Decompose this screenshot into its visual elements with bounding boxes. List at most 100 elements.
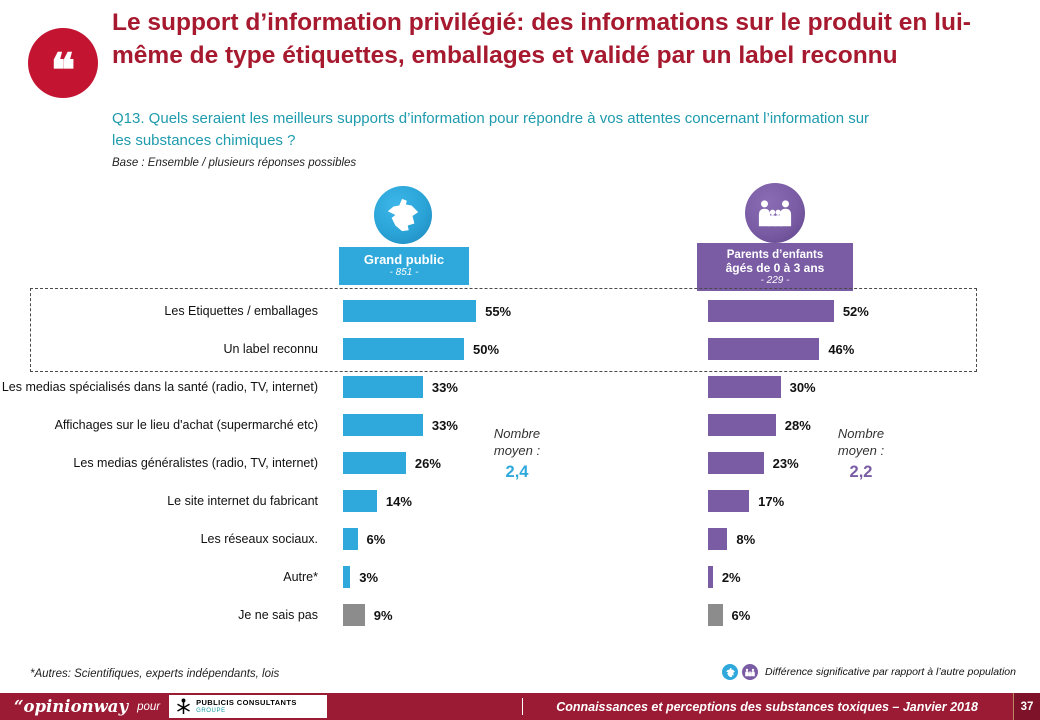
bar-zone-grand-public: 26%	[330, 452, 695, 474]
value-label: 50%	[473, 341, 500, 357]
group-name: Grand public	[363, 252, 445, 267]
bar	[343, 300, 477, 322]
bar	[708, 490, 750, 512]
bar-zone-grand-public: 55%	[330, 300, 695, 322]
bar	[343, 452, 406, 474]
bar	[708, 414, 776, 436]
bar-chart: Les Etiquettes / emballages 55% 52% Un labe…	[0, 288, 1040, 638]
footer-divider	[522, 698, 524, 715]
average-grand-public: Nombre moyen : 2,4	[459, 425, 575, 482]
value-label: 33%	[431, 379, 458, 395]
quote-glyph: ❝	[50, 44, 76, 96]
bar	[708, 528, 728, 550]
family-mini-icon	[745, 668, 755, 676]
france-map-icon	[374, 186, 432, 244]
bar	[708, 300, 834, 322]
footer-caption: Connaissances et perceptions des substan…	[556, 699, 978, 714]
quote-icon: ❝	[28, 28, 98, 98]
category-label: Les réseaux sociaux.	[200, 531, 318, 546]
value-label: 6%	[731, 607, 751, 623]
family-shape	[758, 200, 792, 227]
bar-zone-parents: 6%	[695, 604, 1040, 626]
average-parents: Nombre moyen : 2,2	[803, 425, 919, 482]
value-label: 2%	[721, 569, 741, 585]
category-label: Un label reconnu	[223, 341, 318, 356]
opinionway-logo: “opinionway	[14, 697, 129, 716]
group-name: Parents d’enfants	[726, 248, 824, 261]
page-title: Le support d’information privilégié: des…	[112, 9, 971, 69]
category-label: Affichages sur le lieu d'achat (supermar…	[54, 417, 318, 432]
publicis-name: PUBLICIS CONSULTANTS	[196, 697, 297, 707]
chart-row: Autre* 3% 2%	[0, 558, 1040, 596]
value-label: 9%	[373, 607, 393, 623]
average-value: 2,2	[849, 463, 873, 481]
bar	[343, 528, 358, 550]
bar-zone-grand-public: 33%	[330, 414, 695, 436]
family-icon	[745, 183, 805, 243]
group-base: - 229 -	[760, 274, 790, 286]
average-label: Nombre moyen :	[493, 426, 541, 458]
chart-row: Les medias spécialisés dans la santé (ra…	[0, 368, 1040, 406]
significance-text: Différence significative par rapport à l…	[765, 666, 1016, 678]
bar	[343, 604, 365, 626]
value-label: 28%	[784, 417, 811, 433]
value-label: 8%	[736, 531, 756, 547]
bar-zone-parents: 8%	[695, 528, 1040, 550]
footer-pour: pour	[137, 700, 161, 713]
value-label: 30%	[789, 379, 816, 395]
bar	[708, 566, 713, 588]
significance-note: Différence significative par rapport à l…	[722, 664, 1016, 680]
bar	[708, 604, 723, 626]
value-label: 52%	[842, 303, 869, 319]
publicis-sub: GROUPE	[196, 708, 226, 715]
bar-zone-parents: 17%	[695, 490, 1040, 512]
category-label: Le site internet du fabricant	[167, 493, 318, 508]
france-map-shape	[387, 198, 419, 232]
chart-row: Les Etiquettes / emballages 55% 52%	[0, 292, 1040, 330]
group-name-line2: âgés de 0 à 3 ans	[725, 260, 825, 275]
value-label: 6%	[366, 531, 386, 547]
footer-bar: “opinionway pour PUBLICIS CONSULTANTS GR…	[0, 693, 1040, 720]
category-label: Les medias spécialisés dans la santé (ra…	[1, 379, 318, 394]
bar	[343, 376, 423, 398]
category-label: Les medias généralistes (radio, TV, inte…	[73, 455, 318, 470]
bar-zone-parents: 2%	[695, 566, 1040, 588]
value-label: 3%	[359, 569, 379, 585]
bar-zone-parents: 23%	[695, 452, 1040, 474]
value-label: 33%	[431, 417, 458, 433]
footnote: *Autres: Scientifiques, experts indépend…	[30, 668, 280, 680]
chart-rows: Les Etiquettes / emballages 55% 52% Un labe…	[0, 292, 1040, 634]
bar	[343, 338, 464, 360]
significance-purple-icon	[742, 664, 759, 680]
significance-blue-icon	[722, 664, 739, 680]
bar	[343, 414, 423, 436]
bar	[708, 452, 764, 474]
chart-row: Les medias généralistes (radio, TV, inte…	[0, 444, 1040, 482]
bar	[343, 490, 377, 512]
value-label: 14%	[385, 493, 412, 509]
bar-zone-parents: 30%	[695, 376, 1040, 398]
france-map-mini-icon	[725, 667, 735, 677]
value-label: 23%	[772, 455, 799, 471]
publicis-logo: PUBLICIS CONSULTANTS GROUPE	[169, 695, 328, 718]
bar-zone-grand-public: 50%	[330, 338, 695, 360]
bar	[343, 566, 351, 588]
chart-row: Les réseaux sociaux. 6% 8%	[0, 520, 1040, 558]
category-label: Je ne sais pas	[238, 607, 318, 622]
bar-zone-grand-public: 6%	[330, 528, 695, 550]
value-label: 17%	[758, 493, 785, 509]
average-label: Nombre moyen :	[837, 426, 885, 458]
question-text: Q13. Quels seraient les meilleurs suppor…	[112, 110, 870, 149]
value-label: 46%	[828, 341, 855, 357]
bar	[708, 376, 781, 398]
bar-zone-parents: 28%	[695, 414, 1040, 436]
category-label: Autre*	[283, 569, 318, 584]
bar-zone-parents: 52%	[695, 300, 1040, 322]
group-base: - 851 -	[389, 267, 419, 278]
bar-zone-grand-public: 33%	[330, 376, 695, 398]
chart-row: Affichages sur le lieu d'achat (supermar…	[0, 406, 1040, 444]
bar-zone-grand-public: 3%	[330, 566, 695, 588]
publicis-star-icon	[177, 698, 190, 714]
value-label: 55%	[485, 303, 512, 319]
